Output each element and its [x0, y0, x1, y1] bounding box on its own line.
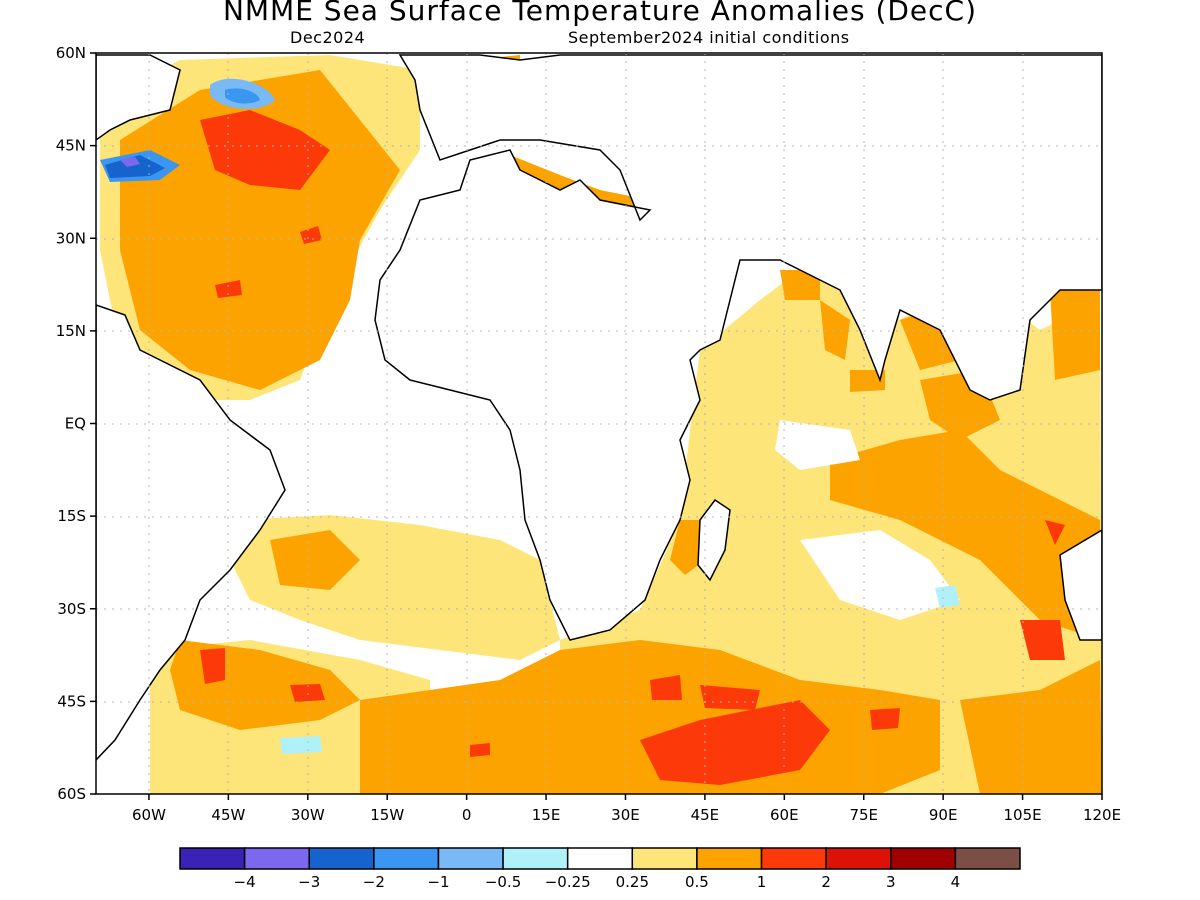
legend-label: 0.25	[616, 873, 649, 891]
legend-label: 1	[757, 873, 767, 891]
legend-swatch	[631, 847, 698, 870]
latitude-axis: 60N 45N 30N 15N EQ 15S 30S 45S 60S	[56, 44, 96, 803]
legend-swatch	[502, 847, 569, 870]
legend-label: 2	[821, 873, 831, 891]
coastlines	[96, 54, 1102, 762]
legend-swatch	[308, 847, 375, 870]
lon-label: 45E	[691, 806, 720, 824]
lon-label: 75E	[849, 806, 878, 824]
lat-label: 30S	[57, 600, 86, 618]
gridlines	[96, 53, 1102, 794]
legend-swatch	[696, 847, 763, 870]
lat-label: 45N	[56, 137, 86, 155]
legend-swatch	[566, 847, 634, 870]
lon-label: 30E	[611, 806, 640, 824]
legend-label: −0.5	[485, 873, 521, 891]
anomaly-field	[96, 53, 1102, 794]
lon-label: 15E	[532, 806, 561, 824]
legend-label: −4	[234, 873, 256, 891]
lon-label: 45W	[211, 806, 245, 824]
lon-label: 30W	[291, 806, 325, 824]
lat-label: EQ	[65, 415, 86, 433]
lon-label: 105E	[1004, 806, 1042, 824]
legend-swatch	[373, 847, 440, 870]
color-legend: −4 −3 −2 −1 −0.5 −0.25 0.25 0.5 1 2 3 4	[179, 847, 1021, 891]
legend-label: 3	[886, 873, 896, 891]
legend-swatch	[243, 847, 310, 870]
lat-label: 60N	[56, 44, 86, 62]
lat-label: 60S	[57, 785, 86, 803]
legend-swatch	[760, 847, 827, 870]
legend-label: 0.5	[685, 873, 709, 891]
lon-label: 60E	[770, 806, 799, 824]
legend-swatch	[825, 847, 892, 870]
lon-label: 0	[462, 806, 472, 824]
lon-label: 60W	[132, 806, 166, 824]
legend-label: 4	[951, 873, 961, 891]
legend-label: −2	[363, 873, 385, 891]
map-title: NMME Sea Surface Temperature Anomalies (…	[222, 0, 978, 27]
legend-swatch	[179, 847, 246, 870]
legend-label: −1	[427, 873, 449, 891]
legend-swatch	[890, 847, 957, 870]
lat-label: 15S	[57, 507, 86, 525]
legend-label: −0.25	[545, 873, 591, 891]
lon-label: 120E	[1083, 806, 1121, 824]
forecast-month: Dec2024	[290, 28, 366, 47]
legend-swatch	[437, 847, 504, 870]
legend-swatch	[954, 847, 1021, 870]
lon-label: 15W	[370, 806, 404, 824]
lon-label: 90E	[929, 806, 958, 824]
lat-label: 45S	[57, 692, 86, 710]
legend-label: −3	[298, 873, 320, 891]
lat-label: 30N	[56, 229, 86, 247]
lat-label: 15N	[56, 322, 86, 340]
initial-conditions: September2024 initial conditions	[568, 28, 850, 47]
longitude-axis: 60W 45W 30W 15W 0 15E 30E 45E 60E 75E 90E 105E 120E	[132, 794, 1121, 824]
